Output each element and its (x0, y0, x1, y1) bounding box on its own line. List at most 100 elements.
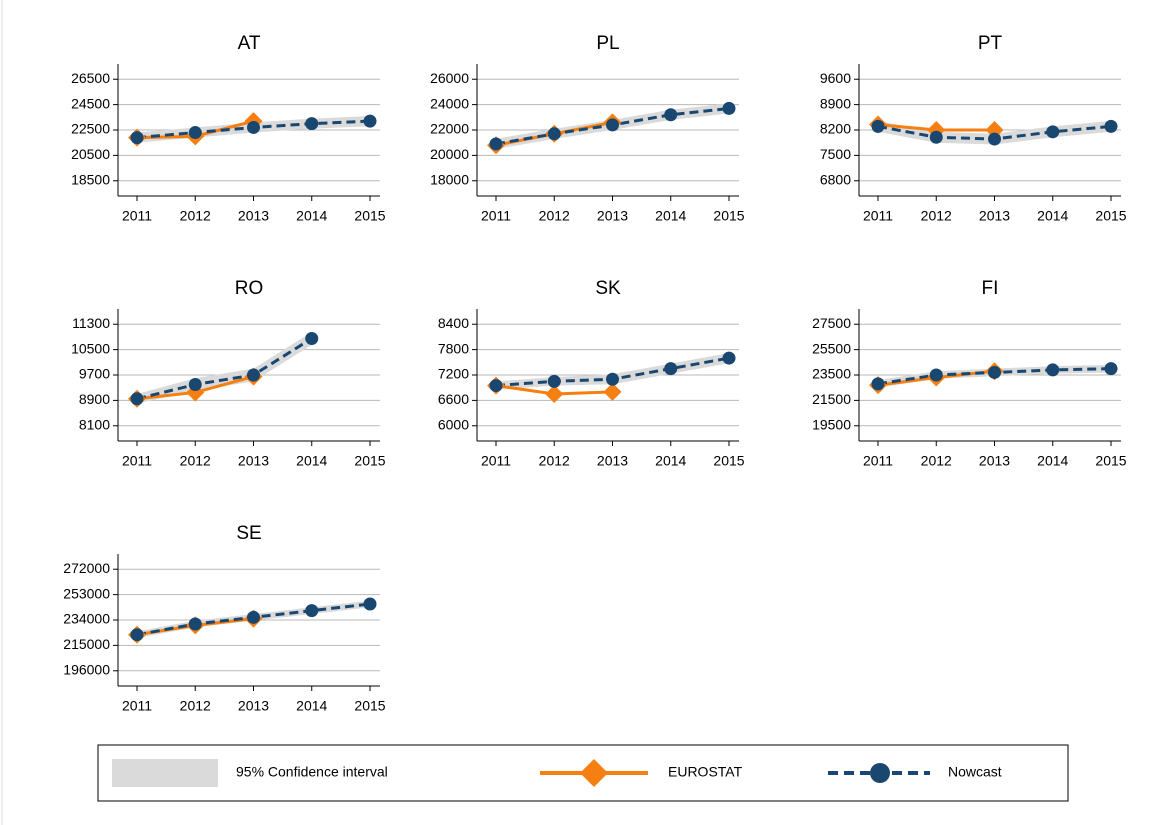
nowcast-line (136, 337, 313, 401)
nowcast-marker (188, 378, 202, 392)
y-tick-label: 8400 (438, 315, 469, 331)
nowcast-marker (547, 127, 561, 141)
nowcast-marker (871, 119, 885, 133)
nowcast-marker (305, 604, 319, 618)
x-tick-label: 2015 (713, 453, 744, 469)
nowcast-marker (988, 365, 1001, 379)
x-tick-label: 2013 (238, 208, 269, 224)
x-tick-label: 2014 (1037, 208, 1068, 224)
panel-title: SK (595, 278, 621, 299)
panel: AT 18500 20500 22500 24500 26500 2011 2012 2013 2… (71, 33, 386, 224)
eurostat-marker (603, 382, 622, 401)
nowcast-marker (929, 130, 943, 144)
panel-title: RO (235, 278, 264, 299)
x-tick-label: 2014 (296, 208, 327, 224)
panel-title: AT (238, 33, 261, 54)
x-tick-label: 2014 (296, 453, 327, 469)
y-tick-label: 25500 (812, 340, 851, 356)
y-tick-label: 7800 (438, 340, 469, 356)
x-tick-label: 2015 (1095, 453, 1126, 469)
x-tick-label: 2015 (713, 208, 744, 224)
y-tick-label: 26000 (430, 70, 469, 86)
y-tick-label: 24500 (71, 95, 110, 111)
panel: PT 6800 7500 8200 8900 9600 2011 2012 2013 2014 20… (820, 33, 1127, 224)
legend-label: 95% Confidence interval (236, 764, 388, 780)
x-tick-label: 2012 (180, 453, 211, 469)
x-tick-label: 2013 (238, 453, 269, 469)
x-tick-label: 2013 (597, 208, 628, 224)
legend: 95% Confidence interval EUROSTAT Nowcast (97, 744, 1069, 802)
y-tick-label: 272000 (63, 560, 110, 576)
x-tick-label: 2012 (921, 453, 952, 469)
nowcast-marker (606, 118, 619, 132)
x-tick-label: 2011 (863, 208, 893, 224)
nowcast-marker (247, 610, 260, 624)
panel-title: PL (596, 33, 619, 54)
nowcast-marker (247, 368, 260, 382)
legend-swatch (870, 763, 890, 783)
nowcast-marker (664, 108, 678, 122)
x-tick-label: 2011 (863, 453, 893, 469)
y-tick-label: 10500 (71, 340, 110, 356)
x-tick-label: 2013 (979, 453, 1010, 469)
y-tick-label: 19500 (812, 416, 851, 432)
y-tick-label: 11300 (72, 315, 110, 331)
nowcast-marker (489, 137, 503, 151)
nowcast-marker (722, 101, 736, 115)
x-tick-label: 2013 (979, 208, 1010, 224)
nowcast-marker (1046, 125, 1060, 139)
panel: FI 19500 21500 23500 25500 27500 2011 2012 2013 2… (812, 278, 1127, 469)
nowcast-marker (1104, 362, 1118, 376)
x-tick-label: 2012 (180, 698, 211, 714)
x-tick-label: 2013 (597, 453, 628, 469)
y-tick-label: 27500 (812, 315, 851, 331)
panel-title: FI (982, 278, 999, 299)
y-tick-label: 20000 (430, 146, 469, 162)
nowcast-marker (722, 351, 736, 365)
y-tick-label: 18500 (71, 171, 110, 187)
y-tick-label: 7200 (438, 366, 469, 382)
y-tick-label: 215000 (63, 636, 110, 652)
confidence-band (137, 332, 312, 404)
x-tick-label: 2012 (539, 208, 570, 224)
nowcast-marker (871, 377, 885, 391)
y-tick-label: 8900 (79, 391, 110, 407)
x-tick-label: 2013 (238, 698, 269, 714)
y-tick-label: 8100 (79, 416, 110, 432)
nowcast-marker (988, 132, 1001, 146)
x-tick-label: 2014 (296, 698, 327, 714)
y-tick-label: 6800 (820, 171, 851, 187)
y-tick-label: 22000 (430, 121, 469, 137)
nowcast-marker (1046, 363, 1060, 377)
x-tick-label: 2015 (1095, 208, 1126, 224)
x-tick-label: 2011 (122, 698, 152, 714)
x-tick-label: 2015 (354, 208, 385, 224)
y-tick-label: 21500 (812, 391, 851, 407)
nowcast-marker (547, 374, 561, 388)
y-tick-label: 26500 (71, 70, 110, 86)
nowcast-marker (929, 368, 943, 382)
legend-label: Nowcast (948, 764, 1002, 780)
y-tick-label: 196000 (63, 661, 110, 677)
nowcast-marker (664, 362, 678, 376)
nowcast-marker (130, 131, 144, 145)
panel: SE 196000 215000 234000 253000 272000 2011 2012… (63, 523, 385, 714)
x-tick-label: 2012 (180, 208, 211, 224)
y-tick-label: 8200 (820, 121, 851, 137)
panel-title: SE (236, 523, 261, 544)
y-tick-label: 6600 (438, 391, 469, 407)
x-tick-label: 2011 (122, 453, 152, 469)
x-tick-label: 2014 (655, 453, 686, 469)
nowcast-marker (363, 114, 377, 128)
nowcast-marker (1104, 119, 1118, 133)
y-tick-label: 253000 (63, 585, 110, 601)
nowcast-marker (188, 126, 202, 140)
nowcast-marker (188, 617, 202, 631)
x-tick-label: 2012 (539, 453, 570, 469)
nowcast-marker (489, 379, 503, 393)
nowcast-marker (130, 392, 144, 406)
nowcast-marker (130, 628, 144, 642)
nowcast-marker (606, 372, 619, 386)
x-tick-label: 2011 (122, 208, 152, 224)
